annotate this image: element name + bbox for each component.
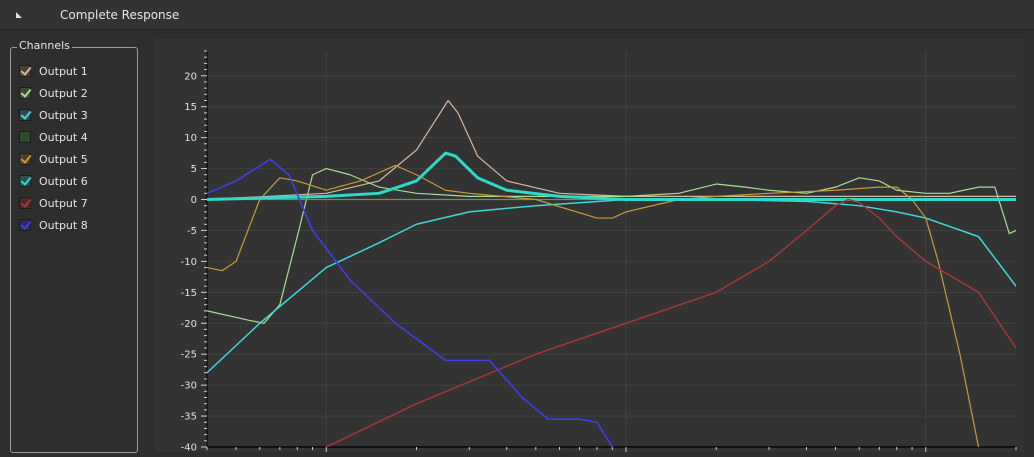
checkmark-icon [20, 152, 32, 164]
checkmark-icon [20, 64, 32, 76]
collapse-arrow-icon[interactable] [16, 11, 22, 18]
y-tick-label: -20 [181, 319, 197, 330]
channel-label: Output 4 [39, 130, 88, 144]
y-tick-label: 20 [184, 71, 197, 82]
channel-checkbox[interactable] [19, 108, 32, 121]
y-tick-label: 0 [191, 195, 197, 206]
series-line-output-8 [207, 158, 614, 447]
panel-title: Complete Response [60, 7, 180, 22]
channel-item-output-2[interactable]: Output 2 [19, 82, 88, 104]
channel-label: Output 5 [39, 152, 88, 166]
checkmark-icon [20, 108, 32, 120]
channel-checkbox[interactable] [19, 86, 32, 99]
channel-list: Output 1 Output 2 Output 3 Output 4 Output 5… [19, 60, 88, 236]
channel-item-output-1[interactable]: Output 1 [19, 60, 88, 82]
y-tick-label: -40 [181, 443, 197, 453]
panel-content: Channels Output 1 Output 2 Output 3 Output … [0, 30, 1034, 457]
channel-label: Output 8 [39, 218, 88, 232]
channel-item-output-4[interactable]: Output 4 [19, 126, 88, 148]
channel-checkbox[interactable] [19, 131, 31, 143]
series-line-output-7 [325, 198, 1016, 447]
y-tick-label: 10 [184, 133, 197, 144]
y-tick-label: -15 [181, 288, 197, 299]
y-tick-label: -10 [181, 257, 197, 268]
y-tick-label: -5 [187, 226, 197, 237]
channel-label: Output 6 [39, 174, 88, 188]
checkmark-icon [20, 86, 32, 98]
y-tick-label: -25 [181, 350, 197, 361]
checkmark-icon [20, 174, 32, 186]
y-tick-label: -35 [181, 412, 197, 423]
series-line-output-5 [207, 164, 980, 447]
series-line-output-2 [207, 167, 1016, 324]
channel-checkbox[interactable] [19, 196, 32, 209]
checkmark-icon [20, 196, 32, 208]
channel-checkbox[interactable] [19, 152, 32, 165]
channel-label: Output 2 [39, 86, 88, 100]
channel-item-output-7[interactable]: Output 7 [19, 192, 88, 214]
y-tick-label: 15 [184, 102, 197, 113]
series-line-output-1 [207, 99, 1016, 201]
channel-label: Output 1 [39, 64, 88, 78]
series-line-output-6 [207, 151, 1016, 201]
channel-label: Output 7 [39, 196, 88, 210]
channel-item-output-5[interactable]: Output 5 [19, 148, 88, 170]
channel-checkbox[interactable] [19, 218, 32, 231]
channel-item-output-3[interactable]: Output 3 [19, 104, 88, 126]
checkmark-icon [20, 218, 32, 230]
series-line-output-3 [207, 198, 1016, 374]
channel-checkbox[interactable] [19, 174, 32, 187]
y-tick-label: -30 [181, 381, 197, 392]
panel-header: Complete Response [0, 0, 1034, 30]
y-tick-label: 5 [191, 164, 197, 175]
channels-group-label: Channels [17, 39, 72, 52]
channel-item-output-8[interactable]: Output 8 [19, 214, 88, 236]
channel-checkbox[interactable] [19, 64, 32, 77]
channels-group: Channels Output 1 Output 2 Output 3 Output … [10, 39, 138, 453]
channel-item-output-6[interactable]: Output 6 [19, 170, 88, 192]
channel-label: Output 3 [39, 108, 88, 122]
